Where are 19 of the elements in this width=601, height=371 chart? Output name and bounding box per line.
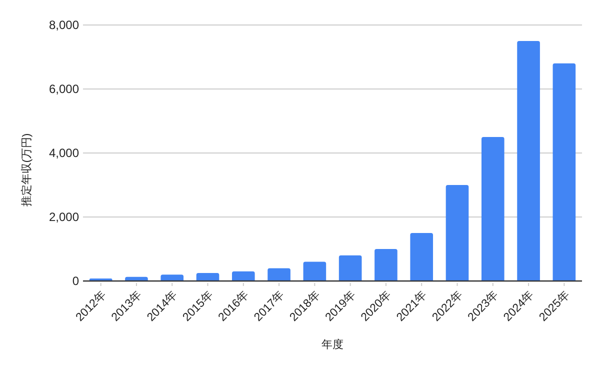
y-tick-label: 8,000 <box>48 18 80 32</box>
bar <box>338 255 362 281</box>
bar <box>481 137 504 281</box>
x-axis-title: 年度 <box>322 338 344 351</box>
bar <box>374 249 398 281</box>
bar <box>517 41 540 281</box>
bar <box>552 63 576 281</box>
bar <box>196 273 220 281</box>
y-tick-label: 6,000 <box>48 82 80 96</box>
y-tick-label: 2,000 <box>48 210 80 224</box>
y-tick-label: 0 <box>72 274 80 288</box>
bar <box>160 274 184 281</box>
bar <box>232 271 255 281</box>
y-axis-title: 推定年収(万円) <box>20 133 33 207</box>
bar <box>303 262 326 281</box>
bar <box>268 268 290 281</box>
bar <box>410 233 434 281</box>
bar <box>446 185 469 281</box>
y-tick-label: 4,000 <box>48 146 80 160</box>
